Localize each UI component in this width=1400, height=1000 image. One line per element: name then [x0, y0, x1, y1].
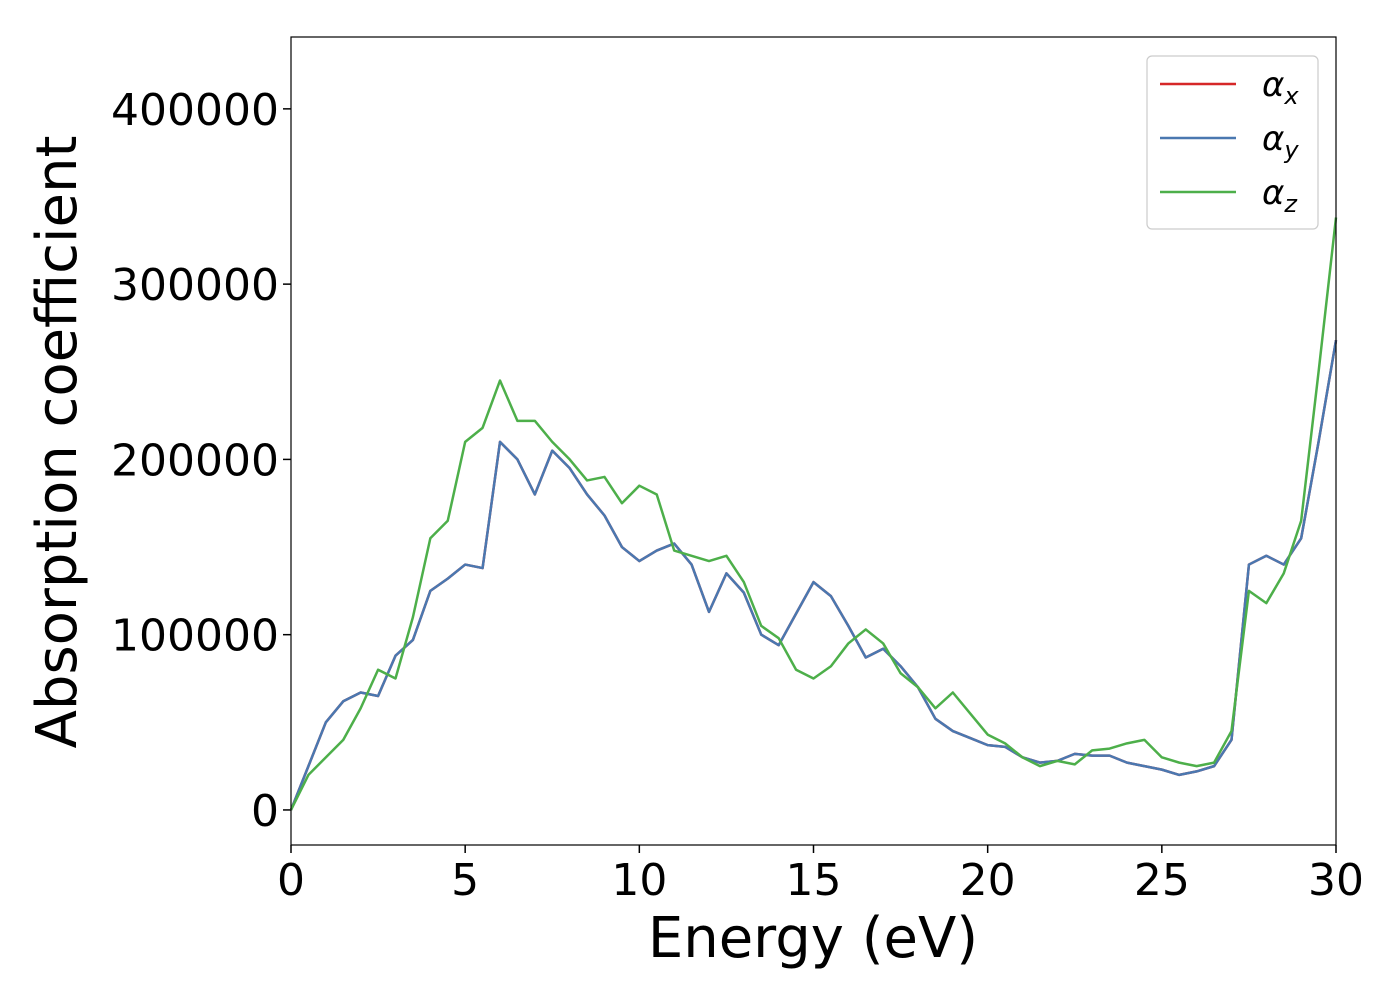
y-tick-label: 0	[251, 786, 279, 837]
y-tick-label: 300000	[111, 260, 279, 311]
x-tick-label: 10	[611, 855, 667, 906]
legend-label: αy	[1262, 119, 1299, 164]
x-tick-label: 20	[960, 855, 1016, 906]
x-tick-label: 15	[786, 855, 842, 906]
legend-label: αz	[1262, 173, 1298, 218]
y-tick-label: 200000	[111, 435, 279, 486]
y-tick-label: 400000	[111, 85, 279, 136]
x-tick-label: 25	[1134, 855, 1190, 906]
x-tick-label: 0	[277, 855, 305, 906]
legend-box	[1146, 55, 1319, 230]
series-line	[289, 217, 1338, 811]
x-tick-label: 30	[1308, 855, 1364, 906]
plot-frame	[290, 36, 1337, 846]
x-tick-label: 5	[451, 855, 479, 906]
series-line	[289, 340, 1338, 811]
y-axis-label: Absorption coefficient	[25, 136, 90, 749]
legend-label: αx	[1262, 65, 1299, 110]
x-axis-label: Energy (eV)	[648, 906, 978, 971]
y-tick-label: 100000	[111, 611, 279, 662]
series-line	[289, 340, 1338, 811]
